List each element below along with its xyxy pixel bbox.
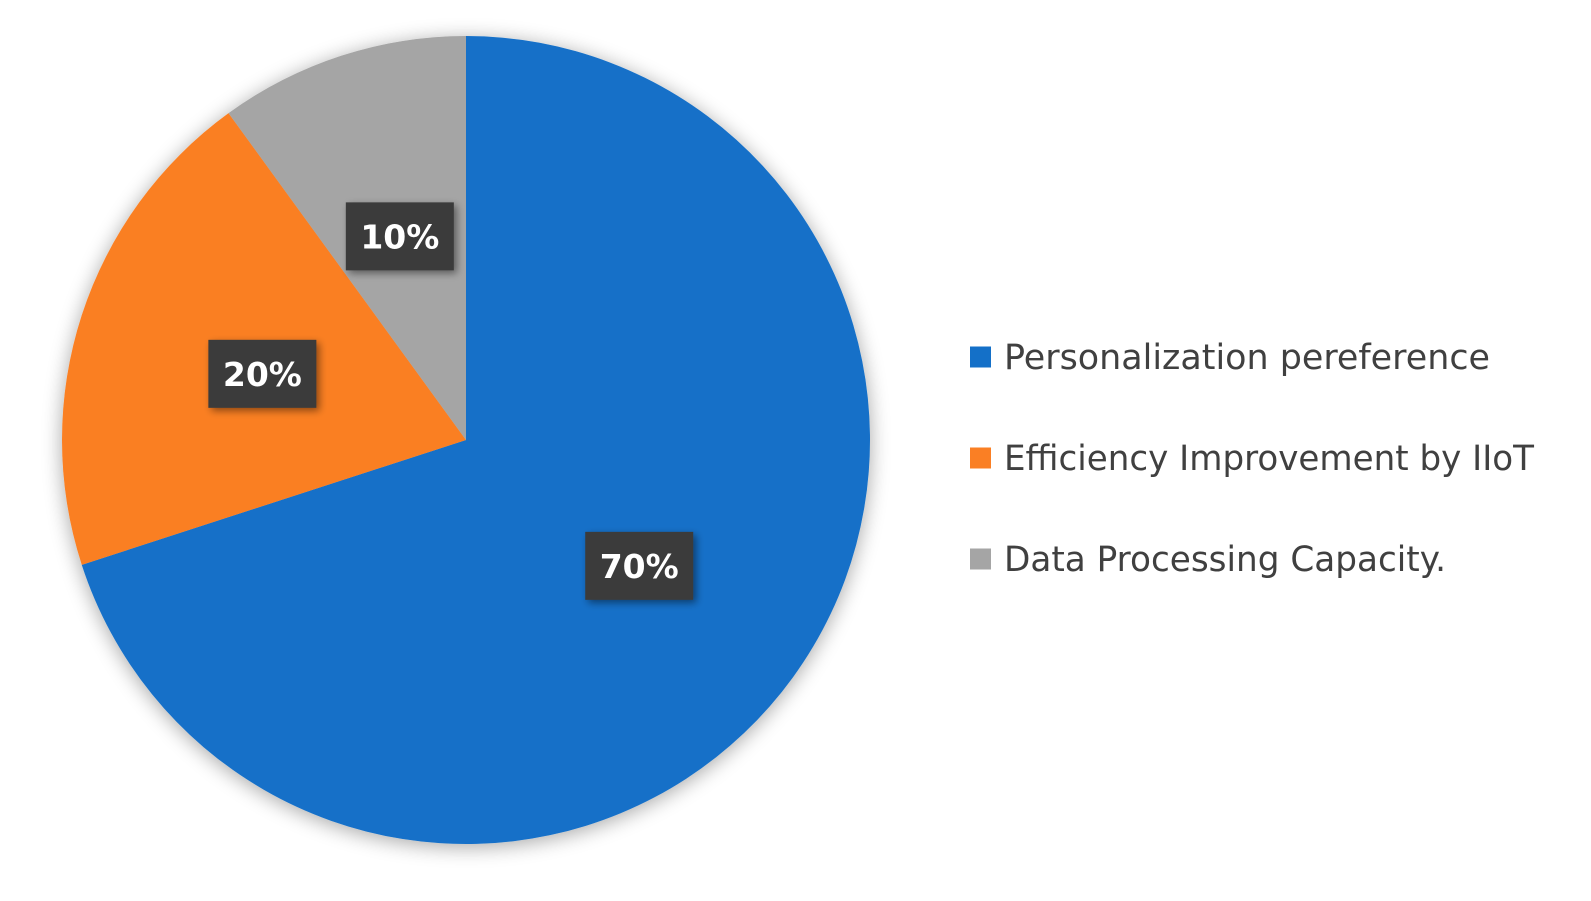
legend-swatch [970,346,991,368]
data-label-efficiency-improvement-by-iiot: 20% [208,339,317,408]
legend-item-data-processing-capacity: Data Processing Capacity. [970,540,1446,580]
legend-swatch [970,447,991,469]
legend-item-personalization-pereference: Personalization pereference [970,338,1490,378]
legend-label: Data Processing Capacity. [1004,540,1446,580]
pie-slice-efficiency-improvement-by-iiot [61,113,467,565]
data-label-box [208,339,317,408]
pie-slice-personalization-pereference [81,36,870,845]
data-label-text: 20% [223,355,302,394]
legend-item-efficiency-improvement-by-iiot: Efficiency Improvement by IIoT [970,439,1535,479]
legend-label: Personalization pereference [1004,338,1490,378]
data-label-data-processing-capacity: 10% [345,202,454,271]
data-label-personalization-pereference: 70% [585,531,694,600]
data-label-text: 10% [360,217,439,256]
data-label-box [585,531,694,600]
data-label-text: 70% [600,547,679,586]
legend-label: Efficiency Improvement by IIoT [1004,439,1535,479]
legend-swatch [970,548,991,570]
pie-slices [61,36,870,845]
pie-data-labels: 70% 20% 10% [208,202,694,600]
legend: Personalization pereference Efficiency Im… [970,338,1535,580]
data-label-box [345,202,454,271]
